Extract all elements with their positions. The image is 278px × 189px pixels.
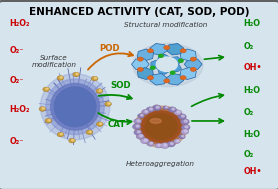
Text: O₂⁻: O₂⁻ [10, 137, 24, 146]
Circle shape [137, 120, 140, 122]
Circle shape [177, 111, 180, 113]
Text: Surface
modification: Surface modification [32, 55, 77, 68]
Circle shape [145, 111, 148, 112]
Circle shape [136, 134, 144, 139]
Text: CAT: CAT [108, 120, 126, 129]
Ellipse shape [141, 111, 181, 142]
Text: O₂⁻: O₂⁻ [10, 46, 24, 55]
Text: H₂O: H₂O [243, 130, 260, 139]
Circle shape [39, 107, 46, 111]
Circle shape [96, 122, 103, 126]
Text: OH•: OH• [243, 167, 262, 177]
Circle shape [144, 139, 147, 141]
Circle shape [177, 140, 179, 142]
Text: H₂O₂: H₂O₂ [10, 19, 30, 28]
Circle shape [185, 126, 188, 128]
Circle shape [147, 141, 154, 146]
Circle shape [137, 67, 143, 71]
Circle shape [178, 114, 186, 119]
Circle shape [174, 110, 182, 115]
Text: Structural modification: Structural modification [124, 22, 207, 28]
Ellipse shape [54, 87, 96, 127]
Circle shape [89, 131, 91, 132]
Circle shape [170, 71, 175, 74]
Circle shape [181, 129, 189, 134]
Circle shape [105, 102, 111, 106]
Circle shape [94, 77, 96, 79]
Circle shape [174, 139, 180, 143]
Circle shape [150, 66, 155, 69]
Text: OH•: OH• [243, 63, 262, 72]
Circle shape [72, 139, 74, 141]
Circle shape [134, 130, 142, 135]
Circle shape [43, 87, 49, 92]
Circle shape [147, 49, 153, 53]
Circle shape [45, 119, 52, 123]
Ellipse shape [40, 74, 110, 140]
Text: O₂: O₂ [243, 108, 254, 117]
Text: O₂: O₂ [243, 42, 254, 51]
Circle shape [164, 79, 170, 83]
Circle shape [164, 144, 167, 146]
Circle shape [141, 138, 149, 144]
Circle shape [142, 109, 149, 115]
Circle shape [42, 108, 44, 109]
Circle shape [108, 103, 110, 104]
Circle shape [160, 143, 169, 149]
Circle shape [182, 135, 184, 137]
Circle shape [57, 132, 64, 137]
Circle shape [69, 138, 75, 143]
Text: H₂O: H₂O [243, 86, 260, 95]
Circle shape [184, 130, 187, 132]
Circle shape [140, 135, 143, 137]
Text: O₂⁻: O₂⁻ [10, 76, 24, 85]
Circle shape [132, 124, 141, 130]
Circle shape [156, 57, 177, 71]
Circle shape [73, 72, 80, 77]
Ellipse shape [133, 43, 203, 87]
Circle shape [76, 73, 78, 75]
Ellipse shape [150, 119, 161, 123]
Circle shape [179, 135, 185, 139]
Circle shape [150, 142, 153, 144]
Circle shape [180, 49, 186, 53]
Circle shape [60, 77, 62, 78]
Circle shape [190, 57, 196, 61]
Circle shape [60, 133, 63, 135]
Circle shape [164, 46, 170, 50]
Circle shape [147, 76, 153, 80]
Circle shape [158, 144, 160, 146]
Circle shape [159, 54, 163, 57]
Circle shape [57, 76, 64, 80]
Circle shape [184, 120, 187, 122]
Circle shape [156, 106, 159, 108]
Text: Heteroaggregation: Heteroaggregation [125, 160, 194, 167]
Circle shape [48, 119, 50, 121]
Circle shape [96, 89, 103, 93]
Circle shape [150, 108, 152, 110]
Circle shape [168, 107, 177, 112]
Ellipse shape [138, 109, 184, 144]
Circle shape [137, 131, 140, 133]
Text: H₂O₂: H₂O₂ [10, 105, 30, 114]
Circle shape [180, 76, 186, 80]
Circle shape [179, 59, 183, 62]
Ellipse shape [135, 106, 188, 147]
Ellipse shape [145, 114, 177, 139]
Circle shape [137, 57, 143, 61]
Circle shape [190, 67, 196, 71]
Circle shape [99, 90, 101, 91]
Circle shape [136, 125, 139, 127]
Circle shape [91, 76, 98, 81]
Circle shape [100, 123, 102, 124]
Circle shape [86, 130, 93, 135]
Circle shape [155, 143, 162, 148]
Circle shape [134, 119, 142, 124]
Text: ENHANCED ACTIVITY (CAT, SOD, POD): ENHANCED ACTIVITY (CAT, SOD, POD) [29, 7, 249, 17]
Ellipse shape [51, 84, 100, 130]
Circle shape [167, 141, 175, 147]
Circle shape [172, 108, 175, 110]
Circle shape [181, 124, 190, 130]
Circle shape [165, 107, 168, 108]
